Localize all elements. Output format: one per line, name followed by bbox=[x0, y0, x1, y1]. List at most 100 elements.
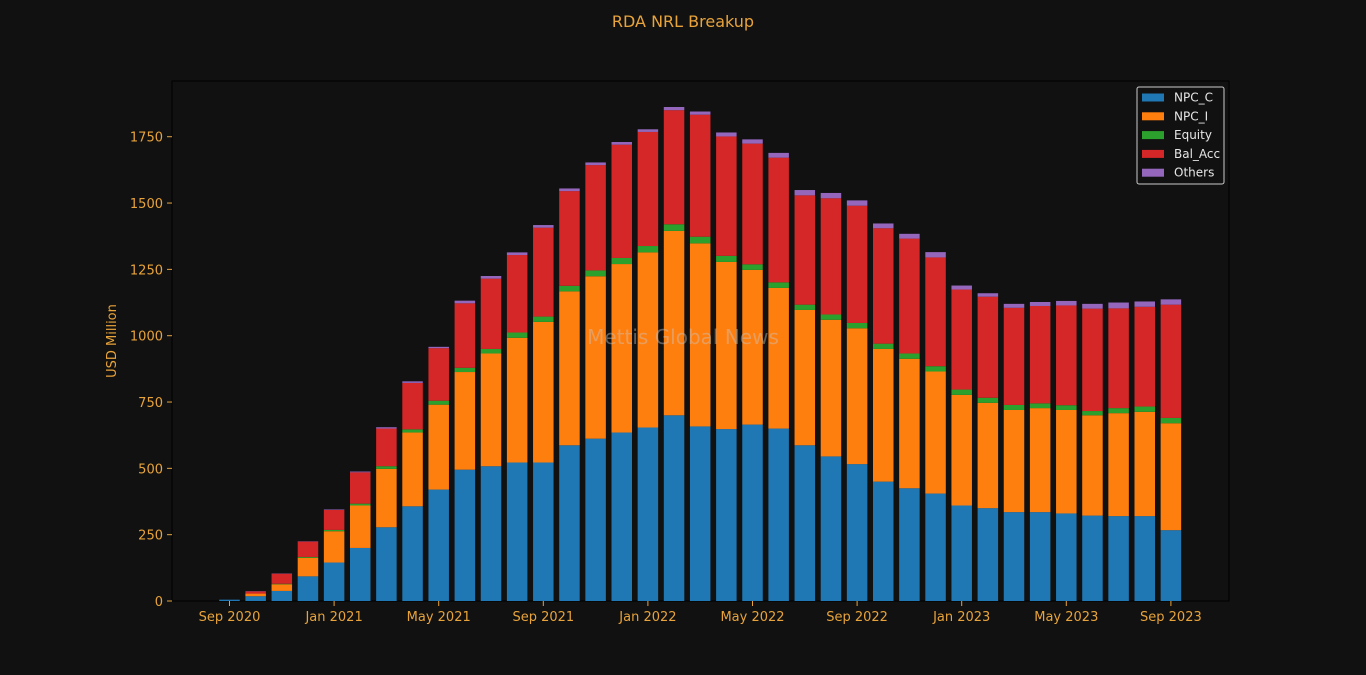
bar-npc-c-2022-04 bbox=[716, 429, 737, 601]
bar-npc-i-2022-01 bbox=[637, 252, 659, 428]
bar-npc-c-2020-10 bbox=[245, 596, 266, 601]
bar-bal-acc-2022-12 bbox=[925, 257, 946, 367]
bar-npc-i-2022-06 bbox=[768, 287, 789, 429]
bar-others-2021-11 bbox=[585, 162, 606, 166]
bar-npc-c-2022-10 bbox=[873, 481, 894, 601]
bar-bal-acc-2022-01 bbox=[637, 131, 659, 247]
bar-others-2022-03 bbox=[689, 111, 711, 115]
bar-npc-c-2022-03 bbox=[689, 426, 711, 601]
bar-others-2021-09 bbox=[533, 225, 554, 228]
bar-npc-i-2021-11 bbox=[585, 276, 606, 439]
bar-others-2021-06 bbox=[454, 300, 476, 304]
bar-bal-acc-2021-08 bbox=[506, 255, 528, 333]
bar-npc-c-2022-06 bbox=[768, 428, 789, 601]
bar-npc-c-2023-09 bbox=[1160, 530, 1182, 601]
bar-bal-acc-2021-11 bbox=[585, 165, 606, 271]
bar-bal-acc-2023-05 bbox=[1056, 305, 1077, 406]
bar-bal-acc-2022-07 bbox=[794, 195, 816, 305]
legend-swatch-equity bbox=[1142, 131, 1164, 140]
bar-bal-acc-2021-03 bbox=[376, 428, 397, 467]
y-tick-label: 1250 bbox=[130, 263, 163, 278]
bar-npc-c-2023-07 bbox=[1108, 516, 1129, 601]
bar-others-2022-12 bbox=[925, 252, 946, 258]
bar-bal-acc-2023-06 bbox=[1082, 308, 1103, 412]
bar-npc-i-2021-08 bbox=[506, 337, 528, 463]
bar-npc-c-2021-06 bbox=[454, 469, 476, 601]
bar-equity-2023-02 bbox=[977, 397, 999, 403]
x-tick-label: May 2022 bbox=[720, 610, 784, 625]
bar-npc-i-2023-06 bbox=[1082, 415, 1103, 516]
legend-label-equity: Equity bbox=[1174, 128, 1212, 142]
plot-area: 0 250 500 750 1000 1250 1500 1750 Sep 2020 Jan 20… bbox=[130, 80, 1230, 625]
bar-bal-acc-2021-05 bbox=[428, 348, 449, 401]
bar-equity-2021-03 bbox=[376, 466, 397, 469]
bar-bal-acc-2023-02 bbox=[977, 296, 999, 398]
bar-others-2021-12 bbox=[611, 142, 632, 145]
bar-equity-2022-02 bbox=[663, 224, 685, 231]
bar-npc-i-2021-12 bbox=[611, 264, 632, 433]
bar-bal-acc-2021-06 bbox=[454, 303, 476, 368]
bar-npc-i-2022-11 bbox=[899, 358, 920, 489]
chart-title: RDA NRL Breakup bbox=[612, 12, 754, 31]
bar-equity-2021-12 bbox=[611, 257, 632, 265]
bar-npc-i-2023-07 bbox=[1108, 413, 1129, 517]
bar-equity-2021-09 bbox=[533, 316, 554, 322]
bar-equity-2023-04 bbox=[1029, 403, 1051, 409]
bar-bal-acc-2021-09 bbox=[533, 227, 554, 317]
bar-npc-c-2021-04 bbox=[402, 506, 423, 601]
bar-npc-i-2021-09 bbox=[533, 321, 554, 463]
bar-equity-2023-08 bbox=[1134, 406, 1155, 412]
bar-bal-acc-2022-02 bbox=[663, 110, 685, 225]
y-tick-label: 500 bbox=[138, 462, 163, 477]
bar-equity-2021-01 bbox=[323, 529, 345, 532]
bar-equity-2021-07 bbox=[480, 348, 502, 354]
bar-npc-c-2021-05 bbox=[428, 489, 449, 601]
bar-npc-c-2023-08 bbox=[1134, 516, 1155, 601]
bar-npc-i-2022-10 bbox=[873, 348, 894, 482]
y-axis-label: USD Million bbox=[105, 304, 120, 378]
bar-others-2023-06 bbox=[1082, 303, 1103, 309]
bar-npc-c-2023-01 bbox=[951, 505, 972, 601]
bar-equity-2022-04 bbox=[716, 255, 737, 262]
bar-npc-c-2023-05 bbox=[1056, 513, 1077, 601]
bar-equity-2022-07 bbox=[794, 304, 816, 310]
bar-npc-i-2022-02 bbox=[663, 230, 685, 416]
bar-equity-2022-08 bbox=[820, 314, 842, 320]
y-tick-label: 250 bbox=[138, 529, 163, 544]
y-tick-label: 1500 bbox=[130, 197, 163, 212]
bar-npc-c-2021-10 bbox=[559, 445, 580, 601]
bar-npc-i-2020-10 bbox=[245, 593, 266, 597]
bar-npc-i-2023-08 bbox=[1134, 411, 1155, 517]
bar-npc-i-2021-04 bbox=[402, 432, 423, 507]
bar-npc-c-2021-03 bbox=[376, 527, 397, 601]
bar-others-2022-02 bbox=[663, 107, 685, 111]
x-tick-label: Jan 2021 bbox=[304, 610, 362, 625]
bar-equity-2023-06 bbox=[1082, 411, 1103, 416]
bar-npc-i-2021-02 bbox=[350, 505, 371, 548]
y-tick-label: 1000 bbox=[130, 330, 163, 345]
bar-equity-2022-11 bbox=[899, 353, 920, 359]
bar-npc-c-2021-11 bbox=[585, 438, 606, 601]
legend: NPC_C NPC_I Equity Bal_Acc Others bbox=[1136, 86, 1225, 185]
bar-npc-c-2023-06 bbox=[1082, 515, 1103, 601]
bar-others-2022-08 bbox=[820, 192, 842, 199]
x-tick-label: Sep 2020 bbox=[199, 610, 261, 625]
bar-others-2021-08 bbox=[506, 252, 528, 256]
bar-others-2023-03 bbox=[1003, 303, 1025, 308]
bar-equity-2023-09 bbox=[1160, 417, 1182, 424]
bar-equity-2021-08 bbox=[506, 332, 528, 338]
bar-npc-i-2021-05 bbox=[428, 404, 449, 490]
bar-bal-acc-2021-12 bbox=[611, 144, 632, 258]
bar-bal-acc-2021-04 bbox=[402, 382, 423, 430]
bar-others-2023-05 bbox=[1056, 300, 1077, 306]
bar-bal-acc-2021-10 bbox=[559, 191, 580, 286]
bar-others-2022-06 bbox=[768, 152, 789, 158]
bar-npc-i-2023-03 bbox=[1003, 409, 1025, 513]
bar-bal-acc-2022-03 bbox=[689, 114, 711, 237]
bar-npc-i-2022-04 bbox=[716, 261, 737, 430]
bar-equity-2022-09 bbox=[846, 322, 868, 329]
legend-swatch-npc-i bbox=[1142, 112, 1164, 121]
bar-npc-c-2020-11 bbox=[271, 590, 293, 601]
bar-others-2021-05 bbox=[428, 346, 449, 349]
bar-equity-2022-10 bbox=[873, 343, 894, 349]
